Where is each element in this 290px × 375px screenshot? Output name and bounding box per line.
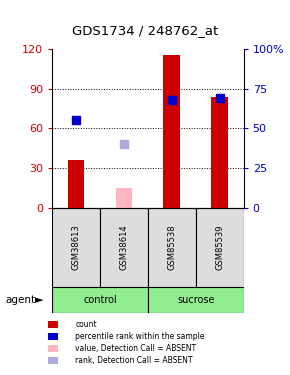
Bar	[52, 287, 148, 313]
Bar	[148, 208, 196, 287]
Bar	[164, 56, 180, 208]
Point	[218, 95, 222, 101]
Bar	[48, 345, 57, 351]
Text: rank, Detection Call = ABSENT: rank, Detection Call = ABSENT	[75, 356, 193, 365]
Bar	[116, 188, 132, 208]
Bar	[211, 97, 228, 208]
Bar	[48, 321, 57, 327]
Text: count: count	[75, 320, 97, 329]
Bar	[100, 208, 148, 287]
Bar	[48, 333, 57, 339]
Text: GSM38614: GSM38614	[119, 225, 128, 270]
Bar	[148, 287, 244, 313]
Bar	[196, 208, 244, 287]
Point	[122, 141, 126, 147]
Text: GSM38613: GSM38613	[72, 225, 81, 270]
Text: control: control	[83, 295, 117, 305]
Text: GSM85538: GSM85538	[167, 225, 176, 270]
Bar	[68, 160, 84, 208]
Bar	[48, 357, 57, 363]
Text: percentile rank within the sample: percentile rank within the sample	[75, 332, 205, 341]
Point	[74, 117, 78, 123]
Text: GDS1734 / 248762_at: GDS1734 / 248762_at	[72, 24, 218, 38]
Text: GSM85539: GSM85539	[215, 225, 224, 270]
Point	[169, 97, 174, 103]
Text: ►: ►	[35, 295, 44, 305]
Text: agent: agent	[6, 295, 36, 305]
Text: sucrose: sucrose	[177, 295, 215, 305]
Text: value, Detection Call = ABSENT: value, Detection Call = ABSENT	[75, 344, 197, 353]
Bar	[52, 208, 100, 287]
